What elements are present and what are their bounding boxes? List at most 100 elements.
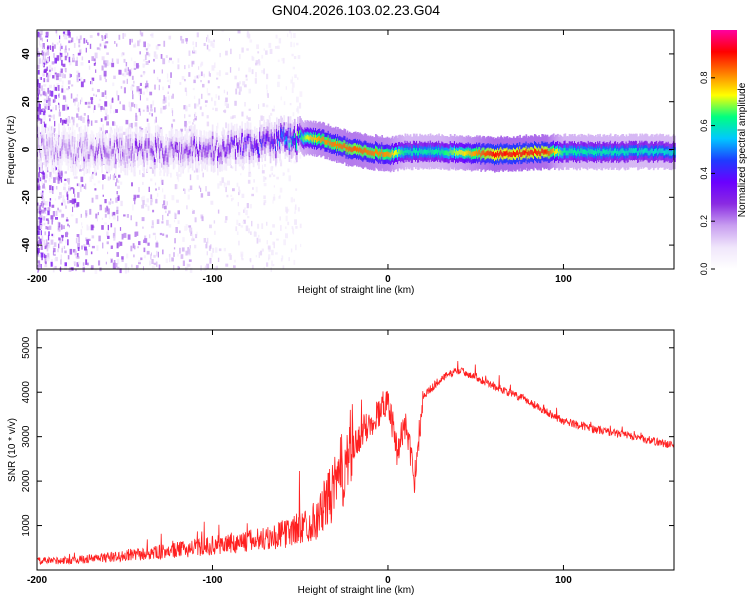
- ridge-cell: [654, 149, 656, 154]
- ridge-cell: [443, 150, 446, 156]
- ridge-cell: [607, 150, 610, 156]
- noise-speck: [161, 180, 163, 183]
- noise-speck: [49, 201, 51, 207]
- noise-speck: [87, 42, 89, 45]
- ridge-cell: [352, 146, 355, 152]
- ridge-cell: [421, 148, 423, 154]
- ridge-cell: [110, 151, 113, 157]
- ridge-cell: [536, 150, 538, 156]
- noise-speck: [155, 188, 157, 191]
- noise-speck: [173, 219, 176, 223]
- x-tick-label: 0: [385, 575, 391, 586]
- noise-speck: [43, 207, 46, 213]
- noise-speck: [177, 210, 180, 215]
- noise-speck: [37, 203, 40, 207]
- ridge-cell: [204, 150, 207, 156]
- noise-speck: [117, 185, 120, 189]
- ridge-cell: [524, 150, 527, 156]
- colorbar-tick-label: 0.8: [699, 72, 709, 85]
- ridge-cell: [69, 147, 72, 153]
- noise-speck: [184, 79, 186, 82]
- noise-speck: [236, 219, 239, 225]
- noise-speck: [39, 109, 42, 115]
- noise-speck: [38, 57, 41, 64]
- ridge-cell: [211, 138, 214, 144]
- ridge-cell: [185, 145, 188, 151]
- ridge-cell: [339, 142, 341, 148]
- noise-speck: [44, 261, 47, 265]
- noise-speck: [148, 112, 151, 115]
- noise-speck: [73, 176, 77, 179]
- noise-speck: [149, 260, 152, 266]
- noise-speck: [49, 185, 52, 191]
- noise-speck: [136, 63, 139, 69]
- noise-speck: [40, 252, 44, 258]
- ridge-cell: [393, 150, 396, 156]
- noise-speck: [243, 209, 245, 213]
- noise-speck: [196, 103, 199, 107]
- noise-speck: [67, 239, 69, 246]
- noise-speck: [178, 173, 182, 177]
- ridge-cell: [331, 142, 334, 147]
- noise-speck: [58, 209, 62, 213]
- noise-speck: [185, 105, 188, 112]
- noise-speck: [236, 83, 240, 89]
- noise-speck: [46, 212, 48, 217]
- noise-speck: [234, 100, 237, 106]
- ridge-cell: [245, 143, 248, 149]
- noise-speck: [67, 80, 71, 85]
- ridge-cell: [218, 150, 220, 155]
- noise-speck: [76, 70, 79, 74]
- ridge-cell: [240, 147, 242, 153]
- noise-speck: [127, 267, 130, 273]
- noise-speck: [80, 81, 84, 88]
- noise-speck: [74, 261, 76, 266]
- ridge-cell: [224, 149, 227, 155]
- noise-speck: [210, 244, 212, 249]
- noise-speck: [242, 221, 245, 224]
- noise-speck: [47, 207, 51, 211]
- noise-speck: [58, 237, 61, 241]
- noise-speck: [143, 247, 146, 253]
- noise-speck: [213, 39, 215, 43]
- ridge-cell: [555, 149, 557, 154]
- noise-speck: [129, 106, 132, 112]
- ridge-cell: [530, 149, 533, 155]
- noise-speck: [240, 173, 242, 176]
- noise-speck: [158, 264, 161, 270]
- noise-speck: [65, 96, 67, 103]
- noise-speck: [252, 187, 254, 190]
- noise-speck: [171, 60, 174, 64]
- noise-speck: [245, 225, 249, 232]
- noise-speck: [292, 227, 294, 234]
- noise-speck: [181, 130, 183, 135]
- ridge-cell: [578, 148, 580, 154]
- noise-speck: [109, 103, 112, 107]
- ridge-cell: [492, 151, 495, 157]
- noise-speck: [136, 104, 138, 109]
- noise-speck: [122, 104, 125, 110]
- noise-speck: [68, 268, 72, 272]
- ridge-cell: [302, 136, 304, 141]
- noise-speck: [56, 186, 58, 190]
- noise-speck: [49, 84, 52, 89]
- noise-speck: [295, 244, 297, 251]
- noise-speck: [230, 48, 232, 55]
- ridge-cell: [117, 141, 119, 147]
- noise-speck: [258, 234, 260, 238]
- noise-speck: [225, 122, 227, 129]
- noise-speck: [54, 265, 57, 270]
- noise-speck: [37, 186, 39, 189]
- noise-speck: [79, 186, 82, 192]
- noise-speck: [69, 73, 71, 78]
- noise-speck: [47, 100, 51, 106]
- noise-speck: [58, 40, 61, 43]
- noise-speck: [238, 189, 241, 194]
- noise-speck: [263, 68, 265, 75]
- noise-speck: [245, 78, 248, 81]
- noise-speck: [174, 238, 176, 244]
- noise-speck: [206, 121, 210, 127]
- noise-speck: [138, 187, 140, 193]
- noise-speck: [67, 223, 69, 227]
